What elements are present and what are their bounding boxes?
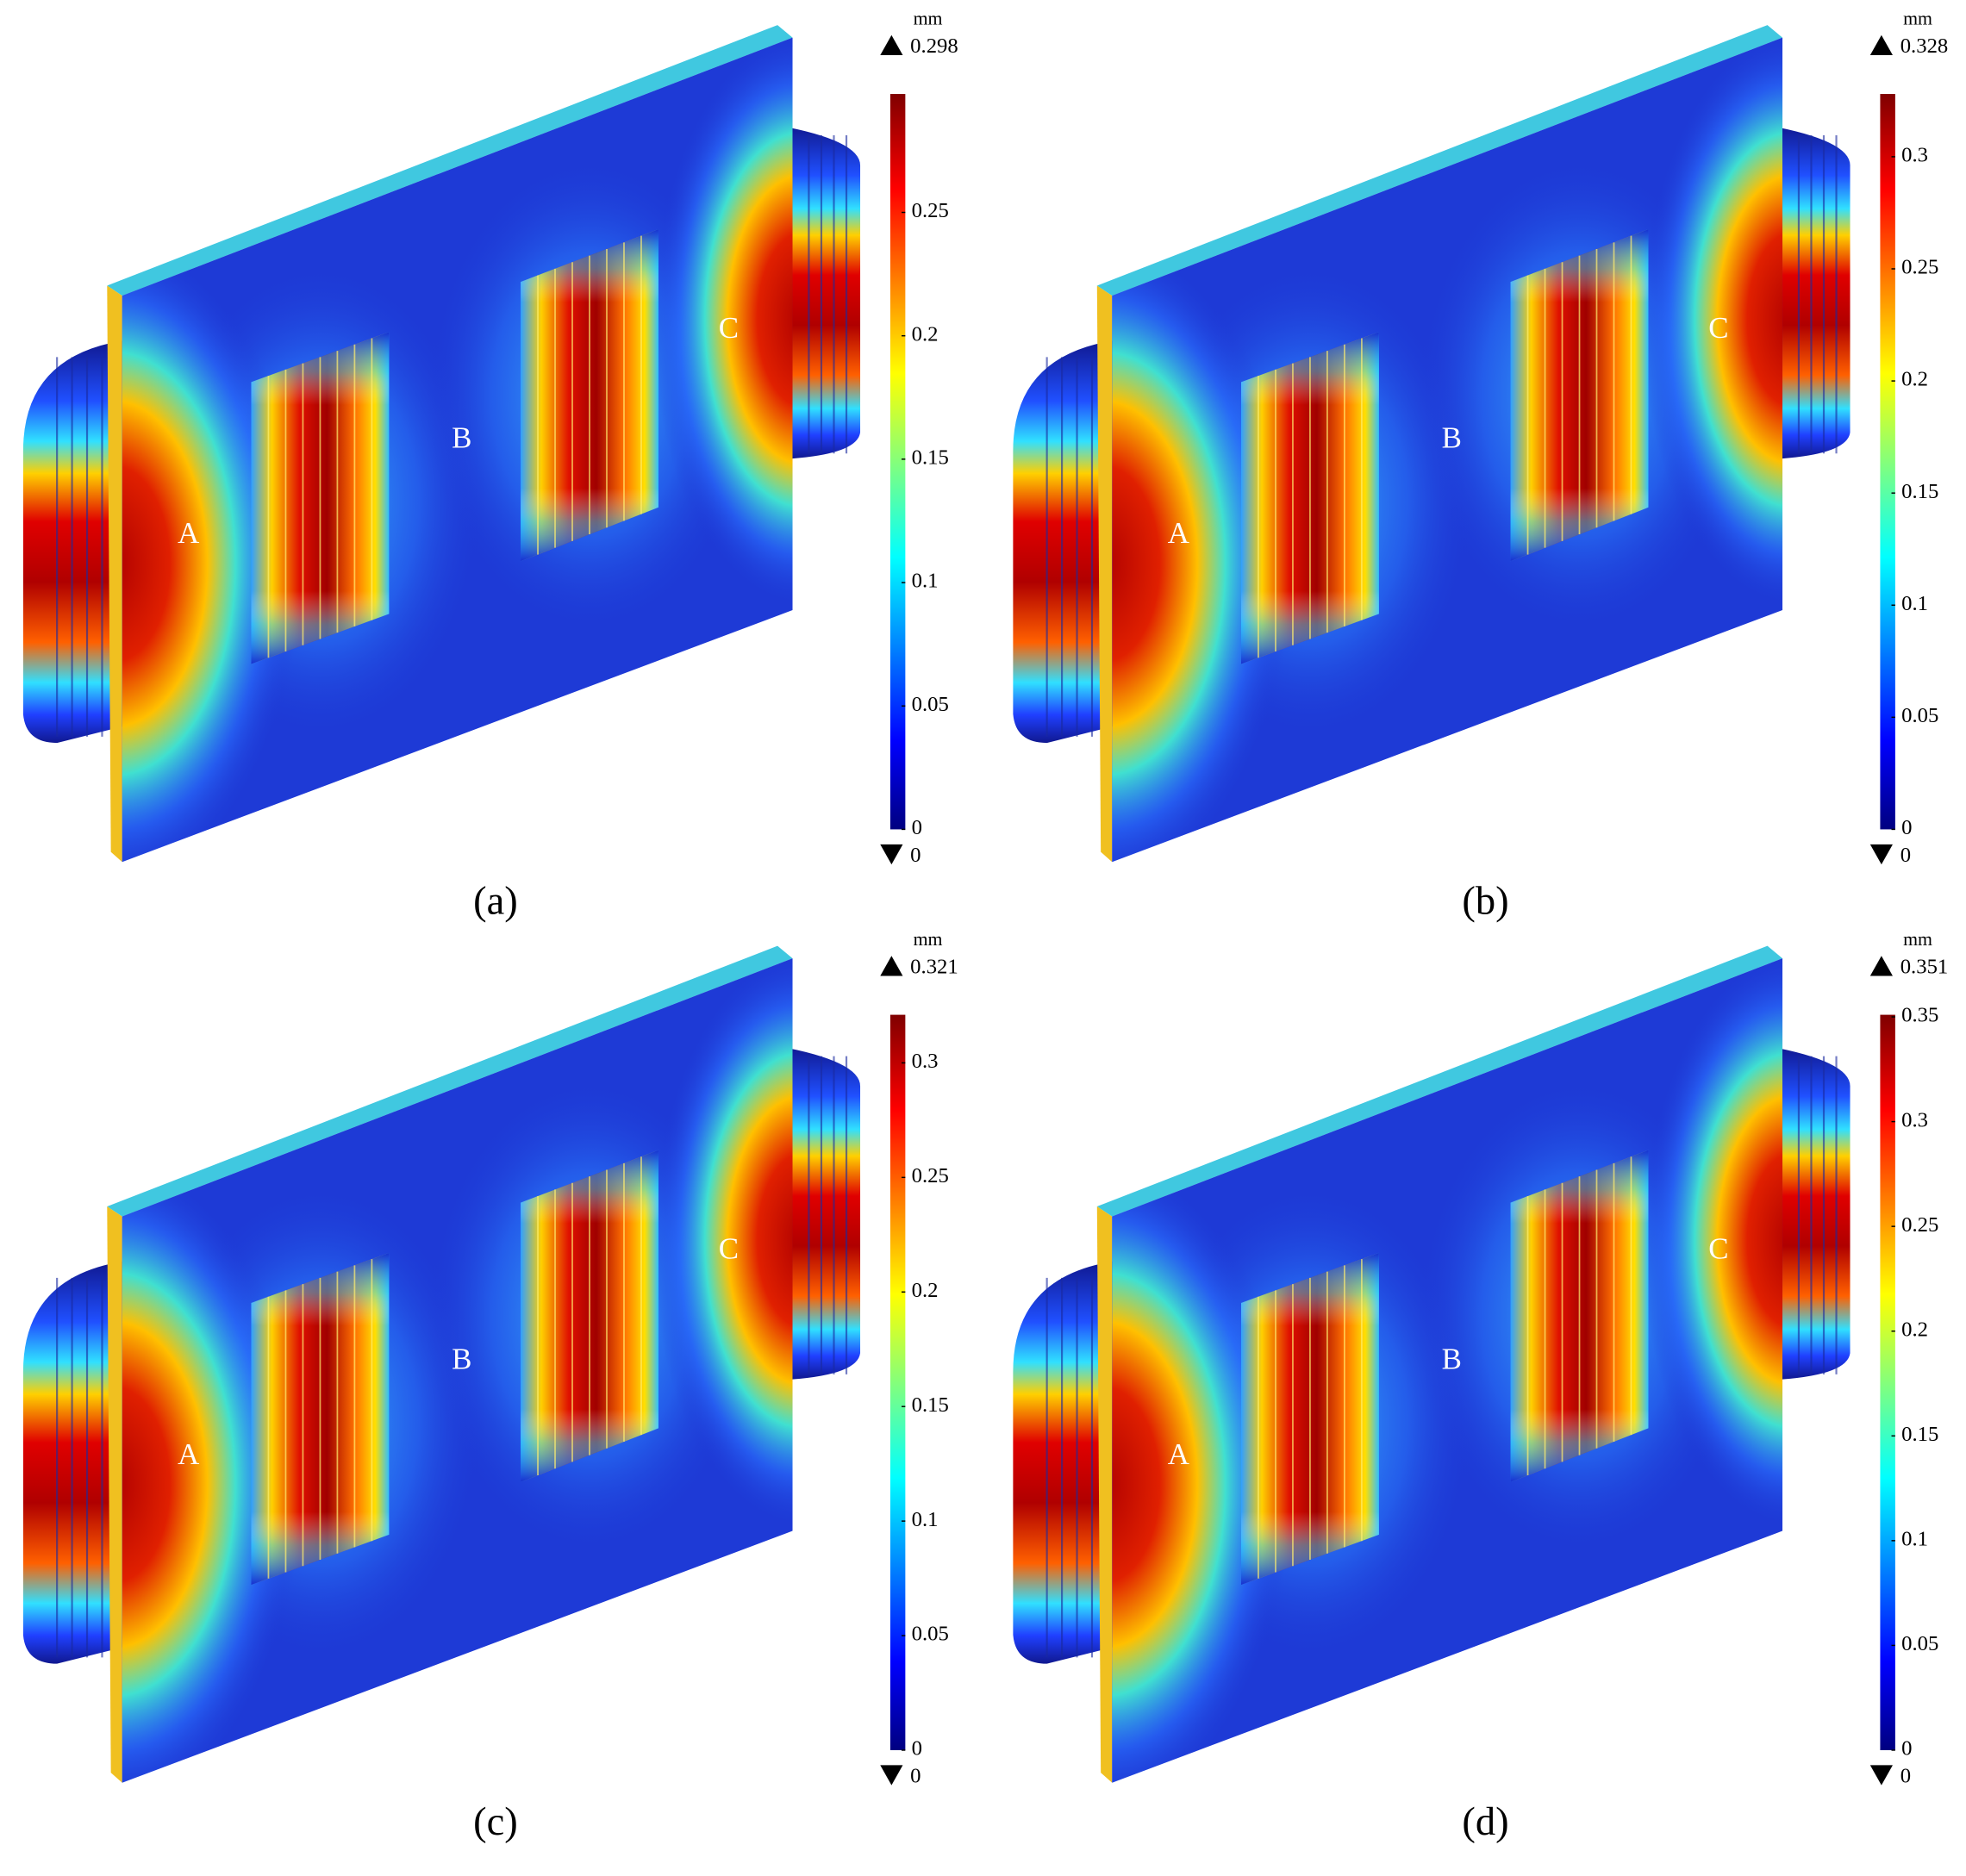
min-label: 0 <box>1900 844 1911 867</box>
colorbar-tick-label: 0.2 <box>912 1279 939 1302</box>
panel: A B C 0 0.05 0.1 0.15 0.2 0.25 0.3 mm 0.328 0 (b) <box>1013 8 1949 923</box>
hot-zone <box>122 238 302 863</box>
colorbar <box>889 94 906 830</box>
colorbar-tick-label: 0.05 <box>1901 1632 1938 1655</box>
colorbar-tick-label: 0.25 <box>912 1164 949 1187</box>
hot-zone <box>1112 1158 1292 1783</box>
min-marker <box>1869 1765 1893 1786</box>
plate-top-edge <box>1096 25 1783 296</box>
panel: A B C 0 0.05 0.1 0.15 0.2 0.25 0.3 0.35 mm 0.351 0 (d) <box>1013 929 1949 1844</box>
colorbar-tick-label: 0 <box>1901 1737 1912 1761</box>
colorbar-tick-label: 0.1 <box>912 570 939 593</box>
min-label: 0 <box>1900 1765 1911 1788</box>
max-marker <box>880 956 903 976</box>
min-label: 0 <box>910 844 921 867</box>
colorbar-tick-label: 0.05 <box>1901 704 1938 727</box>
right-coil <box>1767 1045 1851 1380</box>
panel: A B C 0 0.05 0.1 0.15 0.2 0.25 0.3 mm 0.321 0 (c) <box>22 929 958 1844</box>
min-marker <box>880 844 903 865</box>
region-label: C <box>719 1231 739 1265</box>
max-label: 0.298 <box>910 34 958 58</box>
unit-label: mm <box>1903 8 1932 28</box>
plate-left-edge <box>1096 1206 1113 1783</box>
colorbar-tick-label: 0.25 <box>1901 1213 1938 1237</box>
colorbar-tick-label: 0.15 <box>912 1393 949 1417</box>
hot-zone <box>122 1158 302 1783</box>
region-label: B <box>1442 421 1462 455</box>
caption: (c) <box>473 1800 518 1844</box>
region-label: B <box>452 1342 471 1375</box>
caption: (d) <box>1462 1800 1508 1844</box>
region-label: C <box>1708 1231 1728 1265</box>
colorbar-tick-label: 0.05 <box>912 693 949 716</box>
colorbar-tick-label: 0 <box>1901 816 1912 839</box>
max-marker <box>1869 956 1893 976</box>
region-label: B <box>452 421 471 455</box>
plate-left-edge <box>107 1206 122 1783</box>
colorbar-tick-label: 0.25 <box>912 199 949 222</box>
hot-zone <box>652 37 793 608</box>
plate-left-edge <box>1096 285 1113 863</box>
max-label: 0.351 <box>1900 955 1949 978</box>
colorbar-tick-label: 0 <box>912 816 922 839</box>
right-coil <box>777 125 861 459</box>
caption: (a) <box>473 879 518 923</box>
plate-field <box>122 37 793 863</box>
max-label: 0.328 <box>1900 34 1949 58</box>
colorbar-tick-label: 0.3 <box>1901 144 1928 167</box>
panel: A B C 0 0.05 0.1 0.15 0.2 0.25 mm 0.298 0 (a) <box>22 8 958 923</box>
min-marker <box>1869 844 1893 865</box>
min-marker <box>880 1765 903 1786</box>
region-label: B <box>1442 1342 1462 1375</box>
hot-zone <box>1112 238 1292 863</box>
colorbar-tick-label: 0.05 <box>912 1623 949 1646</box>
caption: (b) <box>1462 879 1508 923</box>
region-label: C <box>719 311 739 345</box>
colorbar-tick-label: 0.1 <box>912 1508 939 1531</box>
colorbar-tick-label: 0.3 <box>1901 1108 1928 1131</box>
colorbar-tick-label: 0.2 <box>1901 1318 1928 1341</box>
region-label: A <box>178 1437 199 1471</box>
region-label: A <box>178 516 199 550</box>
colorbar-tick-label: 0.2 <box>912 322 939 346</box>
colorbar <box>889 1014 906 1750</box>
region-label: C <box>1708 311 1728 345</box>
plate-top-edge <box>107 945 793 1217</box>
colorbar <box>1880 1014 1895 1750</box>
max-label: 0.321 <box>910 955 958 978</box>
colorbar-tick-label: 0.1 <box>1901 1528 1928 1551</box>
colorbar-tick-label: 0.25 <box>1901 256 1938 279</box>
right-coil <box>1767 125 1851 459</box>
colorbar-tick-label: 0.1 <box>1901 592 1928 615</box>
colorbar-tick-label: 0.15 <box>1901 480 1938 503</box>
colorbar-tick-label: 0 <box>912 1737 922 1761</box>
colorbar-tick-label: 0.35 <box>1901 1004 1938 1027</box>
region-label: A <box>1168 1437 1189 1471</box>
colorbar-tick-label: 0.15 <box>1901 1423 1938 1446</box>
plate-top-edge <box>107 25 793 296</box>
max-marker <box>1869 34 1893 55</box>
hot-zone <box>652 958 793 1529</box>
colorbar <box>1880 94 1895 830</box>
unit-label: mm <box>914 8 943 28</box>
hot-zone <box>1642 958 1783 1529</box>
colorbar-tick-label: 0.3 <box>912 1050 939 1073</box>
max-marker <box>880 34 903 55</box>
unit-label: mm <box>914 929 943 950</box>
plate-left-edge <box>107 285 122 863</box>
unit-label: mm <box>1903 929 1932 950</box>
colorbar-tick-label: 0.15 <box>912 446 949 470</box>
hot-zone <box>1642 37 1783 608</box>
region-label: A <box>1168 516 1189 550</box>
colorbar-tick-label: 0.2 <box>1901 368 1928 391</box>
min-label: 0 <box>910 1765 921 1788</box>
plate-top-edge <box>1096 945 1783 1217</box>
right-coil <box>777 1045 861 1380</box>
